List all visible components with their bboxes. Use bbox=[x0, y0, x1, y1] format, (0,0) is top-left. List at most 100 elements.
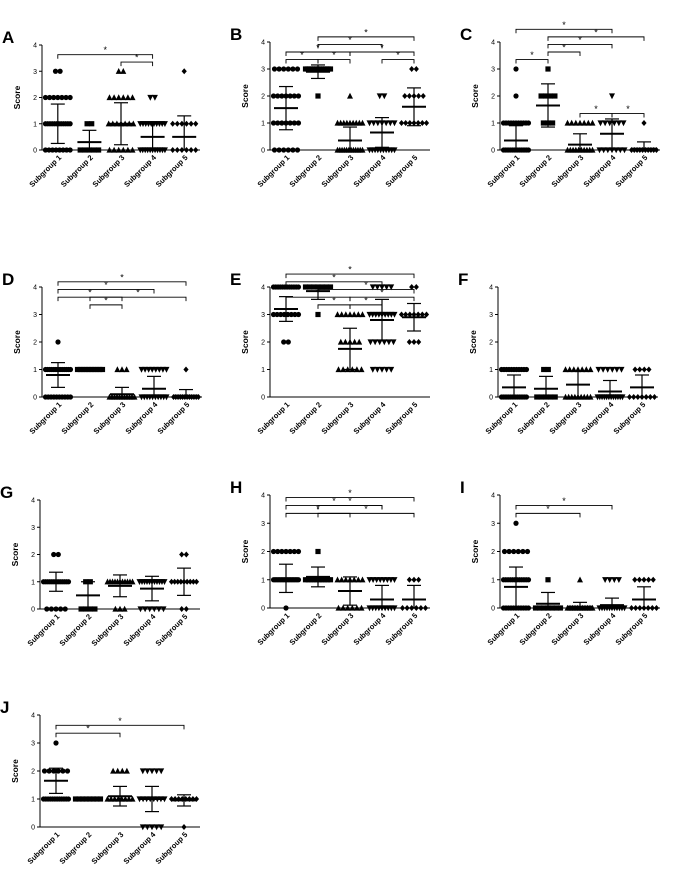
data-point bbox=[407, 311, 413, 318]
data-point bbox=[420, 93, 426, 99]
y-tick-label: 2 bbox=[33, 95, 37, 102]
significance-bracket bbox=[120, 61, 154, 67]
data-point bbox=[183, 120, 190, 127]
significance-bracket bbox=[317, 505, 383, 510]
data-point bbox=[149, 824, 155, 831]
data-point bbox=[611, 120, 618, 127]
data-point bbox=[595, 366, 602, 373]
data-point bbox=[636, 576, 642, 583]
category-label: Subgroup 4 bbox=[122, 611, 158, 647]
data-point bbox=[359, 146, 366, 153]
y-axis-label: Score bbox=[470, 539, 480, 563]
significance-label: * bbox=[364, 504, 368, 514]
category-label: Subgroup 4 bbox=[122, 829, 158, 865]
category-label: Subgroup 2 bbox=[60, 400, 96, 436]
data-point bbox=[72, 796, 79, 802]
y-axis-label: Score bbox=[10, 759, 20, 783]
data-point bbox=[131, 393, 138, 400]
data-point bbox=[406, 576, 412, 583]
significance-bracket bbox=[579, 113, 613, 118]
data-point bbox=[391, 120, 398, 127]
data-point bbox=[537, 605, 543, 611]
y-axis-label: Score bbox=[12, 85, 22, 109]
data-point bbox=[615, 120, 622, 127]
data-point bbox=[564, 119, 571, 126]
data-point bbox=[581, 119, 588, 126]
category-label: Subgroup 2 bbox=[58, 612, 94, 648]
data-point bbox=[179, 120, 185, 127]
y-tick-label: 3 bbox=[261, 67, 265, 74]
significance-label: * bbox=[562, 42, 566, 52]
data-point bbox=[59, 94, 65, 101]
category-label: Subgroup 3 bbox=[320, 153, 356, 189]
data-point bbox=[193, 578, 200, 585]
data-point bbox=[106, 146, 113, 153]
data-point bbox=[335, 366, 342, 373]
data-point bbox=[351, 576, 358, 583]
data-point bbox=[501, 548, 508, 555]
data-point bbox=[153, 768, 160, 775]
data-point bbox=[179, 606, 185, 612]
data-point bbox=[632, 366, 638, 373]
data-point bbox=[577, 576, 583, 583]
significance-bracket bbox=[55, 732, 121, 738]
data-point bbox=[646, 366, 652, 373]
significance-label: * bbox=[348, 35, 352, 45]
data-point bbox=[295, 284, 302, 290]
y-tick-label: 3 bbox=[33, 69, 37, 76]
significance-bracket bbox=[285, 281, 383, 286]
y-tick-label: 4 bbox=[491, 493, 495, 500]
data-point bbox=[511, 548, 517, 555]
data-point bbox=[121, 605, 128, 612]
y-tick-label: 0 bbox=[261, 148, 265, 155]
data-point bbox=[381, 93, 388, 100]
data-point bbox=[111, 146, 118, 153]
data-point bbox=[359, 119, 366, 126]
data-point bbox=[163, 394, 170, 401]
data-point bbox=[142, 606, 149, 613]
data-point bbox=[144, 824, 151, 831]
data-point bbox=[628, 605, 635, 611]
y-tick-label: 3 bbox=[489, 312, 493, 319]
significance-bracket bbox=[515, 512, 581, 518]
data-point bbox=[117, 605, 123, 612]
significance-bracket bbox=[285, 273, 415, 279]
category-label: Subgroup 5 bbox=[154, 830, 190, 866]
data-point bbox=[279, 548, 285, 555]
panel-letter: B bbox=[230, 25, 242, 44]
data-point bbox=[513, 66, 519, 72]
y-tick-label: 3 bbox=[31, 525, 35, 532]
data-point bbox=[183, 551, 189, 558]
data-point bbox=[270, 548, 277, 555]
data-point bbox=[291, 120, 297, 126]
significance-bracket bbox=[547, 43, 613, 49]
data-point bbox=[129, 795, 136, 802]
data-point bbox=[552, 93, 558, 99]
y-tick-label: 0 bbox=[31, 607, 35, 614]
data-point bbox=[315, 311, 321, 318]
data-point bbox=[271, 147, 278, 153]
data-point bbox=[369, 366, 376, 373]
data-point bbox=[41, 768, 48, 774]
data-point bbox=[99, 366, 106, 373]
panel-letter: G bbox=[0, 483, 13, 502]
significance-bracket bbox=[89, 304, 123, 309]
data-point bbox=[84, 121, 90, 127]
data-point bbox=[110, 767, 117, 774]
y-tick-label: 1 bbox=[261, 121, 265, 128]
y-tick-label: 4 bbox=[33, 43, 37, 50]
data-point bbox=[281, 339, 287, 345]
data-point bbox=[291, 93, 297, 99]
y-tick-label: 3 bbox=[31, 741, 35, 748]
data-point bbox=[146, 606, 153, 613]
data-point bbox=[139, 824, 146, 831]
y-tick-label: 2 bbox=[489, 340, 493, 347]
data-point bbox=[342, 576, 349, 583]
panel-letter: H bbox=[230, 478, 242, 497]
data-point bbox=[97, 796, 104, 802]
data-point bbox=[311, 577, 317, 583]
data-point bbox=[287, 120, 293, 126]
data-point bbox=[270, 93, 277, 99]
